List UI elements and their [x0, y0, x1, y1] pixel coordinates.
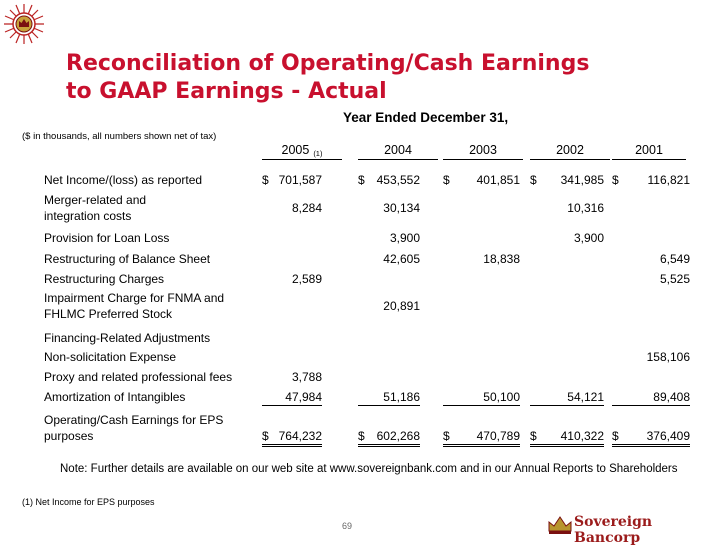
- dollar-sign: $: [612, 429, 619, 443]
- column-header-2002: 2002: [530, 143, 610, 160]
- table-cell: $401,851: [443, 172, 520, 188]
- column-header-2003: 2003: [443, 143, 523, 160]
- row-label: Net Income/(loss) as reported: [44, 173, 203, 187]
- table-cell: 5,525: [659, 272, 690, 286]
- table-cell: 2,589: [291, 272, 322, 286]
- brand-name: Sovereign Bancorp: [574, 514, 653, 546]
- table-cell: $602,268: [358, 428, 420, 447]
- cell-value: 401,851: [476, 173, 520, 187]
- column-header-2004: 2004: [358, 143, 438, 160]
- table-cell: 158,106: [646, 350, 690, 364]
- table-cell: 10,316: [567, 201, 604, 215]
- table-cell: 47,984: [262, 389, 322, 406]
- dollar-sign: $: [358, 173, 365, 187]
- table-cell: 50,100: [443, 389, 520, 406]
- page-title: Reconciliation of Operating/Cash Earning…: [66, 50, 589, 106]
- cell-value: 470,789: [476, 429, 520, 443]
- column-header-2001: 2001: [612, 143, 686, 160]
- table-cell: 54,121: [530, 389, 604, 406]
- cell-value: 764,232: [278, 429, 322, 443]
- dollar-sign: $: [443, 173, 450, 187]
- note-text: Note: Further details are available on o…: [60, 463, 678, 475]
- cell-value: 376,409: [646, 429, 690, 443]
- row-label: Impairment Charge for FNMA and FHLMC Pre…: [44, 291, 225, 321]
- table-cell: 8,284: [291, 201, 322, 215]
- dollar-sign: $: [530, 429, 537, 443]
- column-footnote-marker: (1): [313, 149, 323, 158]
- table-cell: $453,552: [358, 172, 420, 188]
- column-header-2005: 2005 (1): [262, 143, 342, 160]
- row-label: Non-solicitation Expense: [44, 350, 177, 364]
- cell-value: 701,587: [278, 173, 322, 187]
- cell-value: 410,322: [560, 429, 604, 443]
- table-cell: 89,408: [612, 389, 690, 406]
- sovereign-seal-icon: [4, 4, 44, 44]
- table-cell: $701,587: [262, 172, 322, 188]
- year-header: Year Ended December 31,: [343, 110, 509, 125]
- table-cell: 30,134: [383, 201, 420, 215]
- table-cell: $410,322: [530, 428, 604, 447]
- dollar-sign: $: [612, 173, 619, 187]
- cell-value: 341,985: [560, 173, 604, 187]
- title-line-1: Reconciliation of Operating/Cash Earning…: [66, 51, 590, 76]
- units-note: ($ in thousands, all numbers shown net o…: [22, 131, 217, 142]
- row-label: Restructuring Charges: [44, 272, 165, 286]
- table-cell: $376,409: [612, 428, 690, 447]
- row-label: Proxy and related professional fees: [44, 370, 233, 384]
- table-cell: 3,788: [291, 370, 322, 384]
- row-label: Merger-related and integration costs: [44, 193, 147, 223]
- table-cell: $470,789: [443, 428, 520, 447]
- page-number: 69: [342, 521, 353, 531]
- row-label: Restructuring of Balance Sheet: [44, 252, 211, 266]
- table-cell: 3,900: [389, 231, 420, 245]
- cell-value: 116,821: [647, 173, 691, 187]
- table-cell: $116,821: [612, 172, 690, 188]
- dollar-sign: $: [358, 429, 365, 443]
- dollar-sign: $: [530, 173, 537, 187]
- table-cell: $764,232: [262, 428, 322, 447]
- table-cell: 3,900: [573, 231, 604, 245]
- title-line-2: to GAAP Earnings - Actual: [66, 79, 387, 104]
- table-cell: 51,186: [358, 389, 420, 406]
- cell-value: 453,552: [376, 173, 420, 187]
- row-label: Amortization of Intangibles: [44, 390, 186, 404]
- column-year: 2005: [281, 143, 310, 157]
- brand-logo: [548, 516, 572, 534]
- table-cell: 6,549: [659, 252, 690, 266]
- table-cell: 18,838: [483, 252, 520, 266]
- row-label: Financing-Related Adjustments: [44, 331, 211, 345]
- cell-value: 602,268: [376, 429, 420, 443]
- table-cell: $341,985: [530, 172, 604, 188]
- row-label: Operating/Cash Earnings for EPS purposes: [44, 413, 224, 443]
- table-cell: 20,891: [383, 299, 420, 313]
- dollar-sign: $: [443, 429, 450, 443]
- footnote: (1) Net Income for EPS purposes: [22, 497, 155, 507]
- table-cell: 42,605: [383, 252, 420, 266]
- row-label: Provision for Loan Loss: [44, 231, 170, 245]
- dollar-sign: $: [262, 429, 269, 443]
- dollar-sign: $: [262, 173, 269, 187]
